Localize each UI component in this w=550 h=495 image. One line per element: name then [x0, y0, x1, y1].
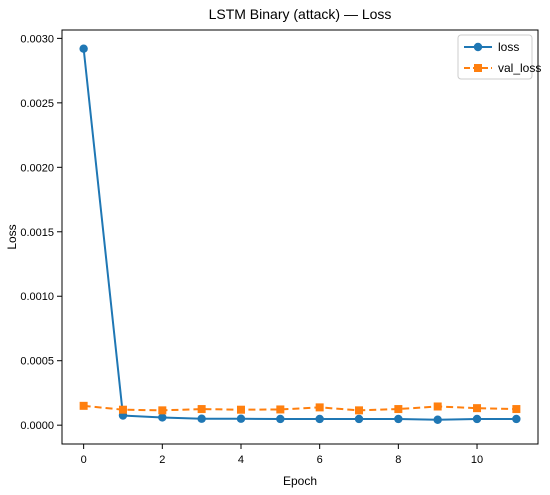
data-point: [276, 405, 285, 414]
series-line-val-loss: [83, 404, 517, 412]
y-tick-label: 0.0005: [20, 356, 54, 368]
legend-marker: [473, 42, 483, 52]
y-tick-label: 0.0015: [20, 227, 54, 239]
data-point: [79, 44, 88, 53]
data-point: [197, 414, 206, 423]
data-point: [315, 403, 324, 412]
data-point: [433, 415, 442, 424]
x-tick-label: 8: [395, 454, 401, 466]
x-tick-label: 6: [317, 454, 323, 466]
x-tick-label: 2: [159, 454, 165, 466]
x-tick-label: 0: [81, 454, 87, 466]
data-point: [433, 402, 442, 411]
y-tick-label: 0.0000: [20, 420, 54, 432]
y-axis-label: Loss: [5, 224, 19, 249]
data-point: [158, 406, 167, 415]
data-point: [158, 413, 167, 422]
data-point: [472, 414, 482, 424]
x-axis-label: Epoch: [283, 474, 317, 488]
x-axis-ticks: 0 2 4 6 8 10: [81, 444, 483, 466]
data-point: [394, 414, 403, 424]
legend: loss val_loss: [457, 34, 541, 80]
y-tick-label: 0.0020: [20, 162, 54, 174]
data-point: [512, 414, 521, 424]
legend-label: loss: [498, 40, 519, 54]
data-point: [354, 414, 364, 424]
data-point: [394, 405, 403, 414]
legend-label: val_loss: [498, 61, 541, 75]
data-point: [79, 401, 88, 410]
series-line-loss: [82, 48, 517, 421]
y-tick-label: 0.0030: [20, 33, 54, 45]
data-point: [118, 405, 127, 414]
data-point: [197, 405, 206, 414]
data-point: [355, 406, 364, 415]
x-tick-label: 10: [471, 454, 483, 466]
chart-title: LSTM Binary (attack) — Loss: [209, 6, 392, 22]
series-layer: [79, 44, 521, 424]
y-tick-label: 0.0025: [20, 98, 54, 110]
data-point: [276, 414, 285, 424]
y-tick-label: 0.0010: [20, 291, 54, 303]
legend-marker: [474, 64, 482, 72]
y-axis-ticks: 0.0000 0.0005 0.0010 0.0015 0.0020 0.0025 0.00…: [20, 33, 62, 432]
data-point: [473, 404, 482, 413]
data-point: [315, 414, 324, 424]
data-point: [512, 405, 521, 414]
x-tick-label: 4: [238, 454, 244, 466]
data-point: [236, 405, 245, 414]
plot-area: [61, 29, 539, 445]
data-point: [236, 414, 246, 423]
plot-frame: [61, 29, 539, 445]
